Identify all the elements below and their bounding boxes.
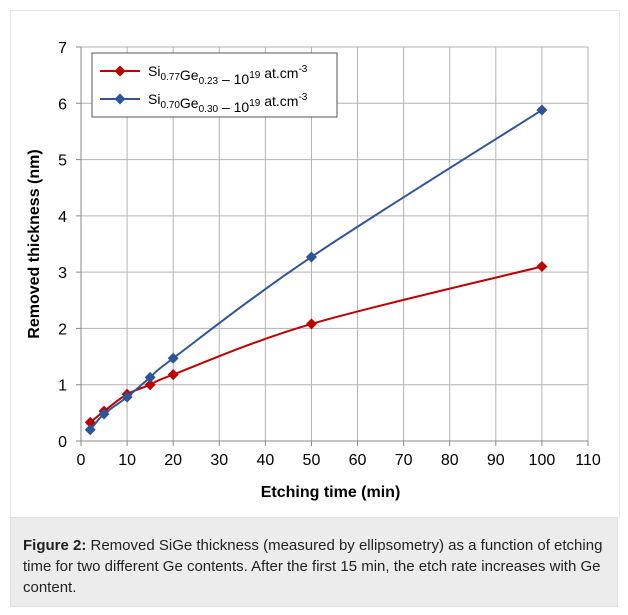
x-tick-label: 50 (303, 452, 321, 469)
x-axis-title: Etching time (min) (261, 484, 401, 501)
x-tick-label: 90 (487, 452, 505, 469)
y-axis-title: Removed thickness (nm) (26, 149, 43, 338)
legend-label-2: Si0.70Ge0.30 – 1019 at.cm-3 (148, 91, 308, 115)
y-tick-label: 7 (58, 40, 67, 57)
data-point-series-2 (536, 104, 548, 116)
series-line-2 (89, 109, 543, 431)
x-tick-label: 60 (349, 452, 367, 469)
x-tick-label: 30 (210, 452, 228, 469)
x-tick-label: 0 (77, 452, 86, 469)
chart-panel: 0 10 20 30 40 50 60 70 80 90 100 110 0 1 2 3 4 5 6 7 Etching… (10, 10, 620, 518)
x-tick-label: 70 (395, 452, 413, 469)
y-tick-label: 1 (58, 378, 67, 395)
data-point-series-2 (167, 352, 179, 364)
line-chart: 0 10 20 30 40 50 60 70 80 90 100 110 0 1 2 3 4 5 6 7 Etching… (26, 40, 601, 501)
caption-label: Figure 2: (23, 537, 87, 554)
x-tick-label: 40 (256, 452, 274, 469)
x-tick-label: 110 (575, 452, 601, 469)
data-point-series-1 (167, 369, 179, 381)
y-tick-label: 3 (58, 265, 67, 282)
legend-marker-2 (114, 93, 126, 105)
data-point-series-1 (305, 318, 317, 330)
data-point-series-2 (84, 424, 96, 436)
data-point-series-1 (144, 379, 156, 391)
data-point-series-2 (305, 251, 317, 263)
figure-caption: Figure 2: Removed SiGe thickness (measur… (10, 517, 618, 607)
legend-label-1: Si0.77Ge0.23 – 1019 at.cm-3 (148, 63, 308, 87)
x-tick-label: 80 (441, 452, 459, 469)
x-tick-label: 100 (529, 452, 556, 469)
caption-body: Removed SiGe thickness (measured by elli… (23, 537, 603, 596)
y-tick-label: 0 (58, 434, 67, 451)
x-tick-label: 10 (118, 452, 136, 469)
data-point-series-2 (121, 391, 133, 403)
caption-text: Figure 2: Removed SiGe thickness (measur… (23, 535, 608, 598)
data-point-series-2 (144, 371, 156, 383)
y-tick-label: 2 (58, 321, 67, 338)
y-tick-label: 4 (58, 209, 67, 226)
data-point-series-1 (536, 261, 548, 273)
data-point-series-2 (98, 408, 110, 420)
legend-marker-1 (114, 65, 126, 77)
x-tick-label: 20 (164, 452, 182, 469)
y-tick-label: 6 (58, 96, 67, 113)
y-tick-label: 5 (58, 153, 67, 170)
legend-box (91, 52, 338, 118)
